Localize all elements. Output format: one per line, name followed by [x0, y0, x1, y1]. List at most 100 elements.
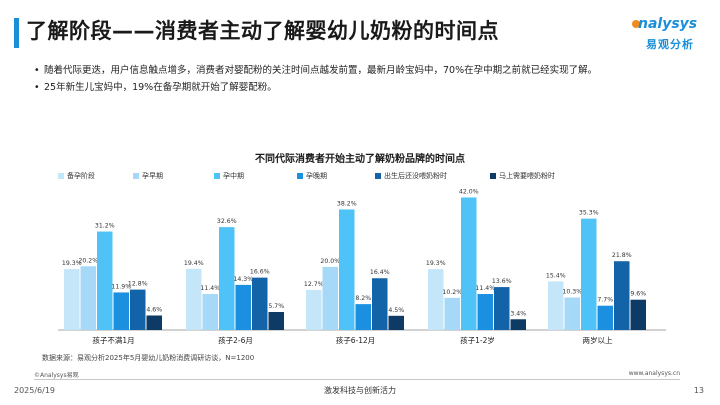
x-tick-label: 孩子2-6月 — [218, 335, 253, 345]
bar — [130, 289, 146, 330]
data-label: 11.4% — [475, 285, 495, 292]
website-link[interactable]: www.analysys.cn — [628, 370, 680, 377]
bar — [97, 231, 113, 330]
legend-label: 孕中期 — [223, 172, 244, 180]
logo-dot-icon — [632, 20, 640, 28]
chart-title: 不同代际消费者开始主动了解奶粉品牌的时间点 — [255, 154, 465, 165]
bar — [461, 197, 477, 330]
logo-wordmark: nalysys — [638, 16, 698, 32]
legend-label: 备孕阶段 — [67, 172, 95, 180]
legend-swatch — [490, 173, 496, 179]
legend-item: 孕早期 — [133, 171, 163, 181]
data-label: 7.7% — [597, 297, 613, 304]
data-label: 32.6% — [217, 218, 237, 225]
bar — [339, 209, 355, 330]
data-label: 42.0% — [459, 188, 479, 195]
legend-swatch — [133, 173, 139, 179]
bar — [494, 287, 510, 330]
bar — [235, 284, 251, 330]
brand-logo: nalysys 易观分析 — [628, 16, 706, 54]
legend-swatch — [58, 173, 64, 179]
data-label: 4.5% — [388, 307, 404, 314]
data-label: 12.7% — [304, 281, 324, 288]
x-tick-label: 孩子不满1月 — [92, 335, 134, 345]
bar — [64, 269, 80, 330]
data-label: 12.8% — [128, 281, 148, 288]
data-label: 35.3% — [579, 210, 599, 217]
bar — [186, 268, 202, 330]
bar — [510, 319, 526, 330]
data-label: 11.9% — [111, 283, 131, 290]
data-label: 10.2% — [442, 289, 462, 296]
data-label: 19.3% — [426, 260, 446, 267]
footer-divider — [34, 379, 680, 380]
legend-item: 马上需要喂奶粉时 — [490, 171, 555, 181]
legend-swatch — [214, 173, 220, 179]
bar — [372, 278, 388, 330]
bar — [581, 218, 597, 330]
data-label: 21.8% — [612, 252, 632, 259]
data-label: 9.6% — [630, 291, 646, 298]
data-label: 10.3% — [562, 288, 582, 295]
data-label: 13.6% — [492, 278, 512, 285]
footer-slogan: 激发科技与创新活力 — [324, 386, 396, 395]
copyright-text: ©Analysys易观 — [34, 372, 79, 379]
bar — [428, 269, 444, 330]
bar — [388, 315, 404, 330]
data-label: 11.4% — [200, 285, 220, 292]
bar — [444, 297, 460, 330]
bar — [322, 266, 338, 330]
bar — [597, 305, 613, 330]
data-label: 15.4% — [546, 272, 566, 279]
bullet-item: 25年新生儿宝妈中，19%在备孕期就开始了解婴配粉。 — [34, 79, 597, 96]
data-label: 14.3% — [233, 276, 253, 283]
legend-swatch — [375, 173, 381, 179]
summary-bullets: 随着代际更迭，用户信息触点增多，消费者对婴配粉的关注时间点越发前置，最新月龄宝妈… — [34, 62, 597, 96]
bar — [564, 297, 580, 330]
data-label: 3.4% — [510, 310, 526, 317]
title-accent-bar — [14, 18, 19, 48]
legend-label: 孕早期 — [142, 172, 163, 180]
bar — [202, 294, 218, 330]
x-tick-label: 孩子1-2岁 — [460, 335, 495, 345]
legend-label: 出生后还没喂奶粉时 — [384, 172, 447, 180]
data-label: 20.0% — [320, 258, 340, 265]
report-date: 2025/6/19 — [14, 386, 56, 395]
data-label: 8.2% — [355, 295, 371, 302]
data-label: 16.4% — [370, 269, 390, 276]
data-source-note: 数据来源：易观分析2025年5月婴幼儿奶粉消费调研访谈，N=1200 — [42, 354, 255, 362]
legend-item: 孕晚期 — [297, 171, 327, 181]
page-number: 13 — [693, 386, 704, 395]
bar — [477, 294, 493, 330]
data-label: 20.2% — [78, 257, 98, 264]
bar — [268, 312, 284, 330]
bar — [306, 289, 322, 330]
bar — [80, 266, 96, 330]
data-label: 19.3% — [62, 260, 82, 267]
data-label: 4.6% — [146, 306, 162, 313]
data-label: 31.2% — [95, 223, 115, 230]
data-label: 19.4% — [184, 260, 204, 267]
data-label: 5.7% — [268, 303, 284, 310]
bar — [113, 292, 129, 330]
legend-item: 出生后还没喂奶粉时 — [375, 171, 447, 181]
bar — [548, 281, 564, 330]
logo-subtext: 易观分析 — [646, 38, 694, 51]
x-tick-label: 两岁以上 — [583, 335, 613, 345]
bar — [219, 227, 235, 330]
legend-label: 孕晚期 — [306, 172, 327, 180]
x-tick-label: 孩子6-12月 — [336, 335, 376, 345]
bar — [146, 315, 162, 330]
data-label: 16.6% — [250, 269, 270, 276]
chart-legend: 备孕阶段 孕早期 孕中期 孕晚期 出生后还没喂奶粉时 马上需要喂奶粉时 — [58, 171, 698, 183]
bar — [630, 299, 646, 330]
bar — [252, 277, 268, 330]
bullet-item: 随着代际更迭，用户信息触点增多，消费者对婴配粉的关注时间点越发前置，最新月龄宝妈… — [34, 62, 597, 79]
bar — [355, 304, 371, 330]
legend-swatch — [297, 173, 303, 179]
legend-item: 孕中期 — [214, 171, 244, 181]
legend-label: 马上需要喂奶粉时 — [499, 172, 555, 180]
legend-item: 备孕阶段 — [58, 171, 95, 181]
bar — [614, 261, 630, 330]
